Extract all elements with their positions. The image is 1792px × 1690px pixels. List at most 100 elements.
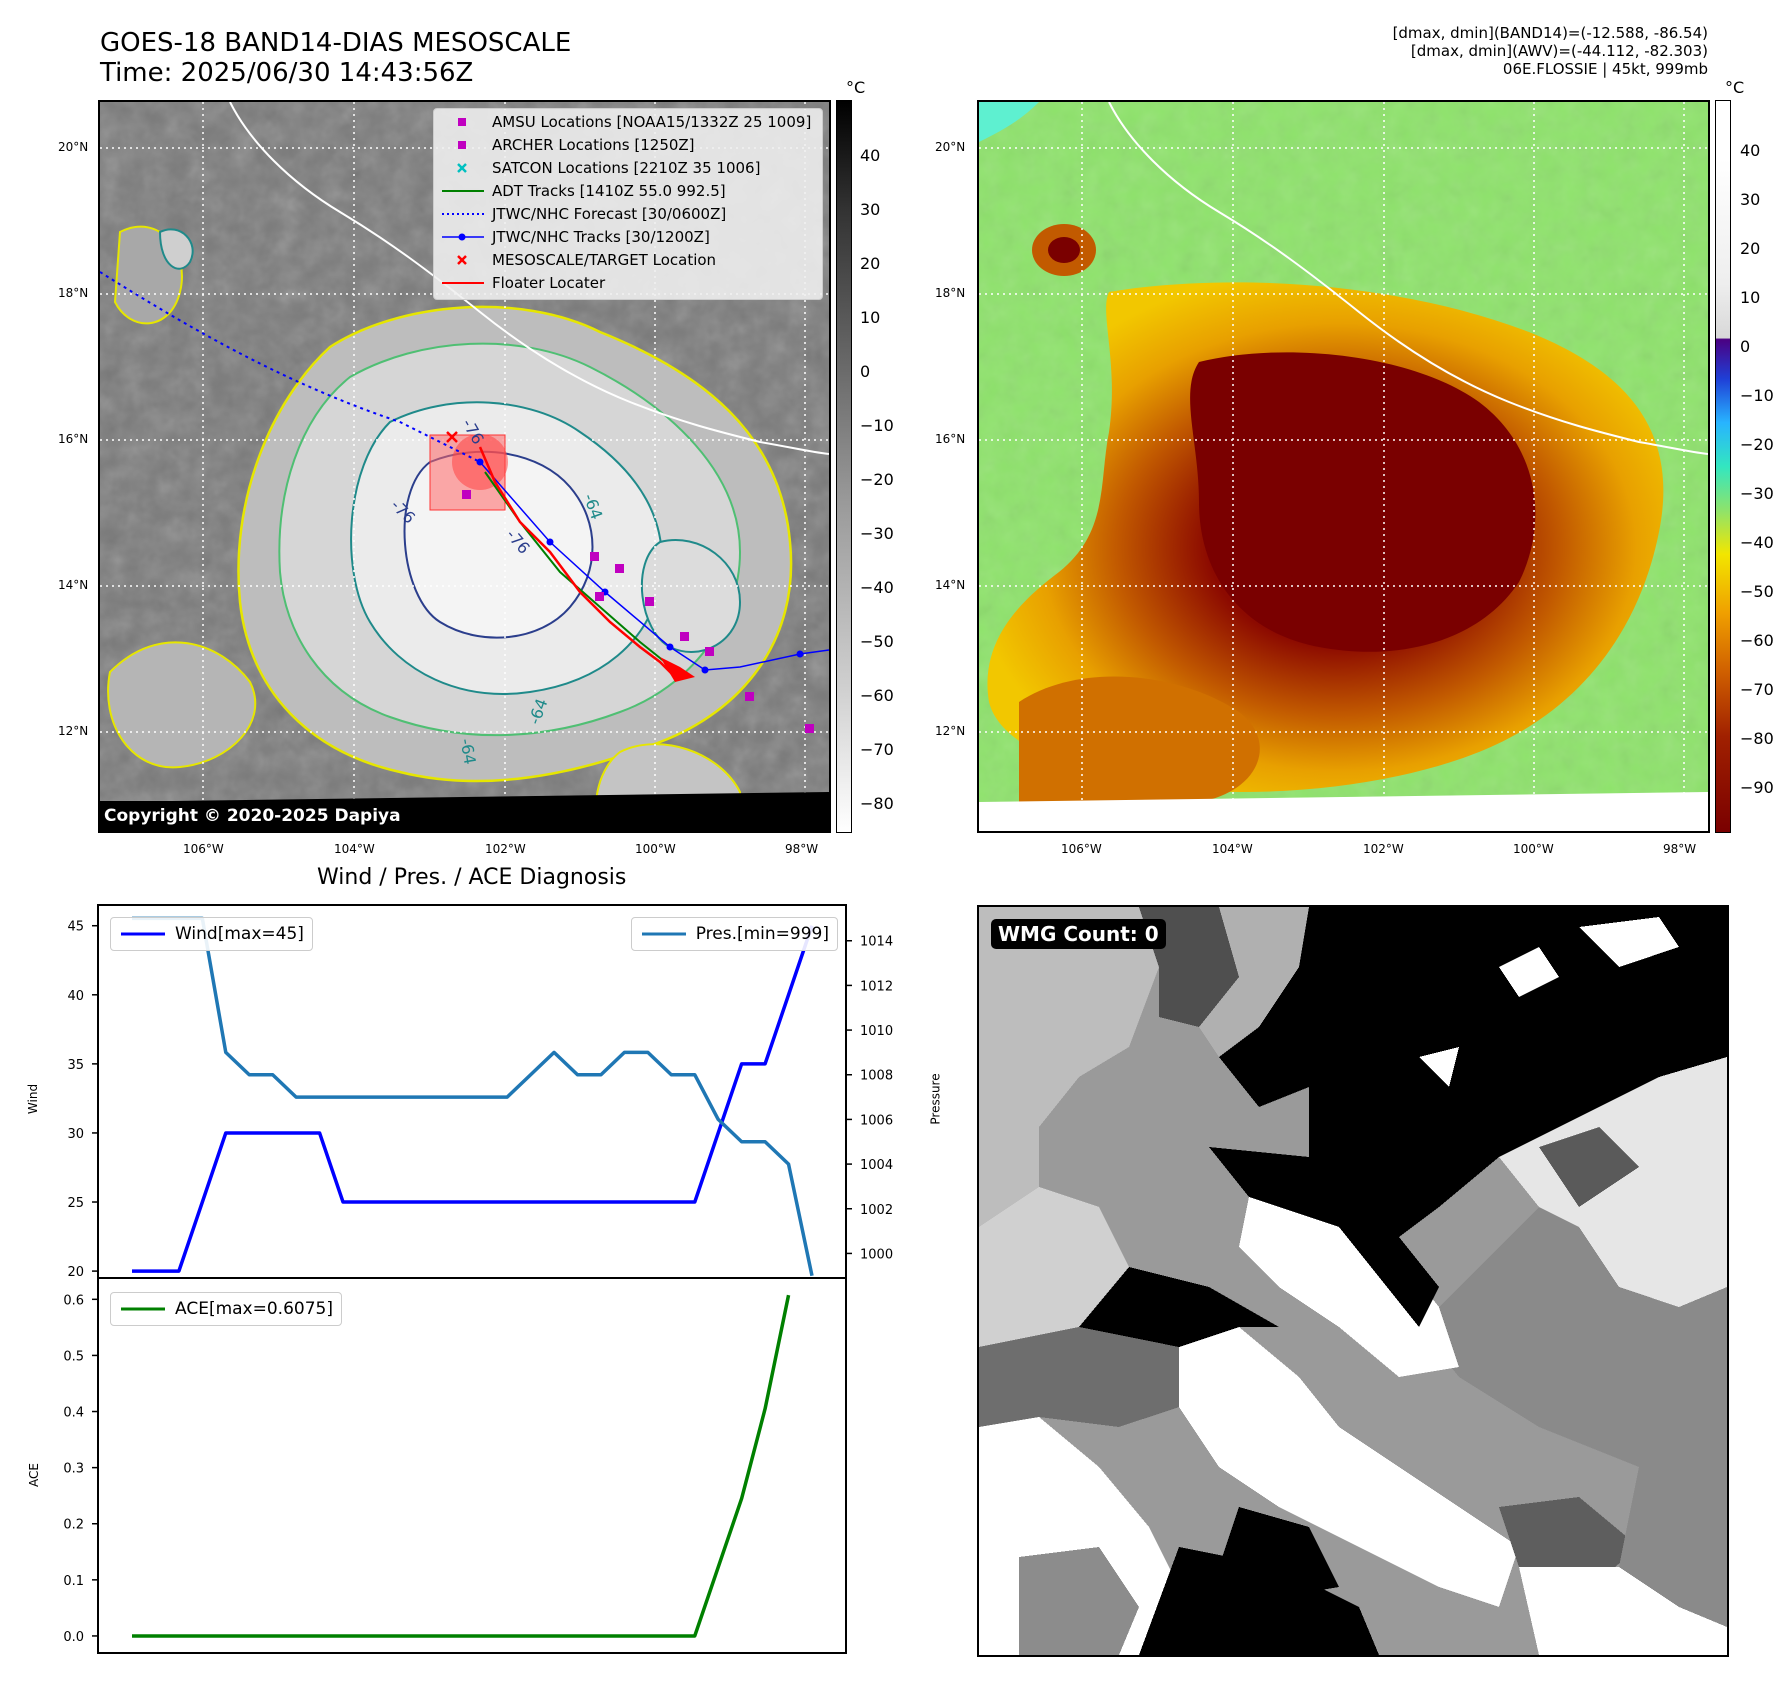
lat-tick-label: 12°N — [58, 724, 89, 738]
awv-cb-tick: 20 — [1740, 239, 1761, 258]
awv-cb-tick: 40 — [1740, 141, 1761, 160]
ir-map-panel: -76 -76 -64 -64 -64 -76 AMSU Locations [… — [98, 100, 831, 833]
awv-cb-tick: 0 — [1740, 337, 1751, 356]
pres-y-tick-label: 1014 — [860, 935, 893, 950]
pres-y-tick-label: 1004 — [860, 1158, 893, 1173]
pres-y-tick-label: 1008 — [860, 1069, 893, 1084]
pres-y-tick-label: 1006 — [860, 1113, 893, 1128]
pressure-line — [132, 916, 814, 1277]
ace-legend: ACE[max=0.6075] — [110, 1292, 342, 1326]
ace-y-tick-label: 0.6 — [63, 1293, 84, 1308]
ir-cb-tick: −10 — [860, 416, 894, 435]
ir-colorbar-unit: °C — [846, 78, 866, 97]
line-marker-icon — [442, 282, 484, 284]
pres-legend: Pres.[min=999] — [630, 917, 838, 951]
ir-cb-tick: −30 — [860, 524, 894, 543]
square-marker-icon — [458, 141, 466, 149]
awv-map-panel — [977, 100, 1710, 833]
lat-tick-label: 14°N — [58, 578, 89, 592]
ace-y-tick-label: 0.2 — [63, 1518, 84, 1533]
lat-tick-label: 14°N — [935, 578, 966, 592]
wind-legend: Wind[max=45] — [110, 917, 313, 951]
line-dot-icon — [442, 233, 484, 241]
line-marker-icon — [442, 190, 484, 192]
ace-plot-frame — [97, 1277, 847, 1654]
lat-tick-label: 12°N — [935, 724, 966, 738]
wind-line — [132, 925, 814, 1273]
ir-cb-tick: −70 — [860, 740, 894, 759]
wind-y-tick-label: 35 — [67, 1058, 84, 1073]
wmg-imagery — [979, 907, 1727, 1655]
ace-y-tick-label: 0.5 — [63, 1349, 84, 1364]
lon-tick-label: 100°W — [1513, 842, 1554, 856]
lon-tick-label: 102°W — [1363, 842, 1404, 856]
lon-tick-label: 106°W — [183, 842, 224, 856]
wind-y-tick-label: 40 — [67, 989, 84, 1004]
wind-plot-frame — [97, 904, 847, 1279]
ir-cb-tick: 40 — [860, 146, 881, 165]
wind-y-tick-label: 45 — [67, 920, 84, 935]
ir-cb-tick: −50 — [860, 632, 894, 651]
awv-cb-tick: 10 — [1740, 288, 1761, 307]
lat-tick-label: 16°N — [58, 432, 89, 446]
legend-line-icon — [641, 932, 686, 936]
awv-cb-tick: −70 — [1740, 680, 1774, 699]
ir-cb-tick: 20 — [860, 254, 881, 273]
wmg-count-badge: WMG Count: 0 — [991, 919, 1166, 949]
awv-cb-tick: −40 — [1740, 533, 1774, 552]
ace-y-tick-label: 0.4 — [63, 1406, 84, 1421]
lon-tick-label: 98°W — [1663, 842, 1697, 856]
x-marker-icon — [457, 255, 467, 265]
lon-tick-label: 102°W — [485, 842, 526, 856]
ace-y-tick-label: 0.0 — [63, 1630, 84, 1645]
awv-cb-tick: −60 — [1740, 631, 1774, 650]
wmg-panel: WMG Count: 0 — [977, 905, 1729, 1657]
ace-line — [132, 1294, 791, 1638]
awv-cb-tick: 30 — [1740, 190, 1761, 209]
ace-chart: 0.0 0.1 0.2 0.3 0.4 0.5 0.6 — [63, 1277, 847, 1654]
ir-legend: AMSU Locations [NOAA15/1332Z 25 1009] AR… — [433, 108, 823, 300]
x-marker-icon — [457, 163, 467, 173]
awv-map-imagery — [979, 102, 1708, 831]
ace-y-tick-label: 0.3 — [63, 1462, 84, 1477]
ir-cb-tick: 0 — [860, 362, 871, 381]
wind-pressure-chart: 20 25 30 35 40 45 1000 1002 1004 1006 1008 1010 1012… — [67, 904, 893, 1280]
awv-cb-tick: −10 — [1740, 386, 1774, 405]
diagnosis-title: Wind / Pres. / ACE Diagnosis — [317, 865, 627, 890]
ir-colorbar — [836, 100, 852, 833]
wind-y-tick-label: 25 — [67, 1196, 84, 1211]
pressure-axis-label: Pressure — [928, 1073, 943, 1125]
ace-legend-label: ACE[max=0.6075] — [175, 1299, 333, 1319]
awv-cb-tick: −50 — [1740, 582, 1774, 601]
awv-cb-tick: −20 — [1740, 435, 1774, 454]
ir-cb-tick: 30 — [860, 200, 881, 219]
pres-y-tick-label: 1002 — [860, 1203, 893, 1218]
lat-tick-label: 20°N — [935, 140, 966, 154]
legend-line-icon — [121, 932, 165, 936]
lon-tick-label: 100°W — [635, 842, 676, 856]
ir-cb-tick: 10 — [860, 308, 881, 327]
awv-colorbar — [1715, 100, 1731, 833]
copyright-label: Copyright © 2020-2025 Dapiya — [100, 801, 829, 831]
legend-line-icon — [121, 1307, 165, 1311]
lon-tick-label: 106°W — [1061, 842, 1102, 856]
ir-cb-tick: −80 — [860, 794, 894, 813]
pres-y-tick-label: 1012 — [860, 979, 893, 994]
figure-time: Time: 2025/06/30 14:43:56Z — [100, 58, 474, 88]
lat-tick-label: 18°N — [935, 286, 966, 300]
ace-y-tick-label: 0.1 — [63, 1574, 84, 1589]
ace-axis-label: ACE — [26, 1463, 41, 1487]
lat-tick-label: 16°N — [935, 432, 966, 446]
ir-cb-tick: −60 — [860, 686, 894, 705]
band14-range: [dmax, dmin](BAND14)=(-12.588, -86.54) — [1392, 24, 1708, 42]
square-marker-icon — [458, 118, 466, 126]
awv-cb-tick: −80 — [1740, 729, 1774, 748]
ir-cb-tick: −40 — [860, 578, 894, 597]
lat-tick-label: 18°N — [58, 286, 89, 300]
pres-y-tick-label: 1010 — [860, 1024, 893, 1039]
wind-y-tick-label: 20 — [67, 1265, 84, 1280]
diagnosis-chart: 20 25 30 35 40 45 1000 1002 1004 1006 1008 1010 1012… — [63, 904, 893, 1654]
pres-y-tick-label: 1000 — [860, 1247, 893, 1262]
wind-axis-label: Wind — [26, 1083, 41, 1115]
wind-legend-label: Wind[max=45] — [175, 924, 304, 944]
